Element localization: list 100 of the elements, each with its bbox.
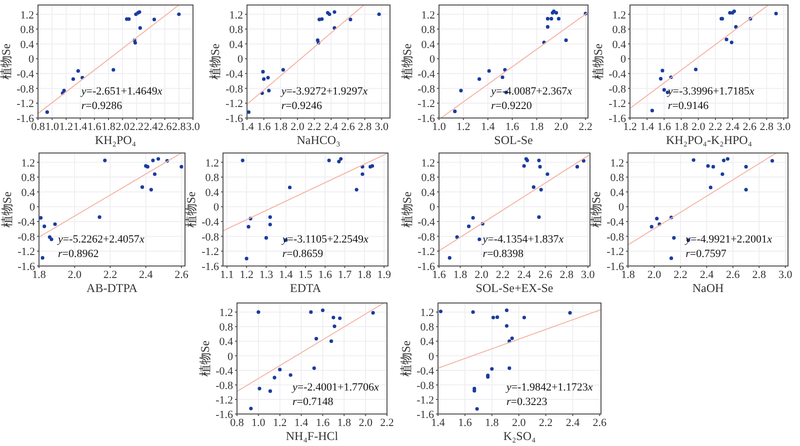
- annotation: y=-4.0087+2.367x: [490, 85, 572, 98]
- y-axis-title: 植物Se: [198, 340, 212, 376]
- y-tick-label: 0.4: [219, 336, 234, 348]
- y-tick-label: -0.8: [608, 83, 626, 96]
- y-tick-label: 0: [238, 54, 244, 66]
- y-tick-label: -0.4: [202, 216, 220, 229]
- y-axis-title: 植物Se: [589, 192, 603, 228]
- y-tick-label: 0.8: [612, 24, 626, 36]
- x-tick-label: 1.8: [102, 121, 116, 133]
- x-tick-label: 2.0: [512, 417, 526, 429]
- y-tick-label: 0.8: [420, 322, 434, 334]
- x-tick-label: 2.6: [158, 121, 172, 133]
- annotation: y=-5.2262+2.4057x: [56, 233, 144, 246]
- x-tick-label: 1.4: [73, 121, 88, 133]
- x-tick-label: 2.2: [130, 121, 144, 133]
- y-tick-label: 0.8: [421, 172, 436, 184]
- x-tick-label: 1.6: [318, 269, 333, 281]
- x-tick-label: 2.4: [726, 121, 740, 133]
- y-tick-label: -1.2: [226, 98, 243, 110]
- annotation: r=0.8962: [58, 248, 99, 260]
- x-tick-label: 3.0: [186, 121, 200, 133]
- x-tick-label: 1.2: [240, 269, 254, 281]
- y-axis-title: 植物Se: [184, 192, 198, 228]
- x-tick-label: 2.0: [691, 121, 706, 133]
- y-tick-label: 0: [430, 202, 436, 214]
- x-tick-label: 1.5: [298, 269, 313, 281]
- x-tick-label: 2.8: [760, 121, 774, 133]
- y-tick-label: 0: [428, 350, 434, 363]
- x-tick-label: 2.8: [752, 269, 767, 281]
- annotation: r=0.9220: [491, 100, 532, 112]
- y-tick-label: 1.2: [421, 9, 435, 22]
- y-tick-label: -0.8: [216, 380, 234, 392]
- x-tick-label: 1.2: [456, 121, 470, 133]
- x-tick-label: 2.4: [324, 121, 338, 133]
- x-tick-label: 1.0: [45, 121, 60, 133]
- y-tick-label: 0.8: [229, 24, 244, 36]
- y-tick-label: -0.8: [418, 83, 436, 96]
- x-axis-title: KH₂PO₄: [94, 133, 136, 147]
- y-tick-label: 1.2: [20, 9, 34, 22]
- y-axis-title: 植物Se: [400, 192, 414, 228]
- y-tick-label: 1.2: [610, 157, 624, 170]
- annotation: y=-2.4001+1.7706x: [292, 382, 379, 394]
- y-tick-label: -1.2: [16, 98, 34, 110]
- annotation: y=-3.9272+1.9297x: [280, 85, 368, 98]
- y-tick-label: -1.2: [216, 394, 233, 406]
- annotation: r=0.9146: [668, 100, 710, 112]
- y-tick-label: -1.2: [608, 98, 626, 110]
- y-tick-label: 0.4: [421, 38, 436, 51]
- y-tick-label: 0.8: [421, 24, 436, 36]
- y-tick-label: 0: [30, 202, 36, 214]
- x-axis-title: NaOH: [692, 281, 724, 295]
- y-tick-label: -0.4: [16, 68, 34, 81]
- x-tick-label: 1.2: [59, 121, 74, 133]
- x-tick-label: 2.2: [538, 417, 553, 429]
- x-tick-label: 2.4: [144, 121, 158, 133]
- y-tick-label: 0.8: [205, 172, 220, 184]
- annotation: r=0.8659: [282, 248, 324, 260]
- y-tick-label: -0.4: [418, 216, 436, 229]
- x-tick-label: 2.6: [341, 121, 356, 133]
- y-tick-label: 0.8: [21, 172, 36, 184]
- x-tick-label: 2.8: [560, 269, 574, 281]
- y-tick-label: 1.2: [421, 157, 435, 170]
- x-tick-label: 1.6: [458, 417, 472, 429]
- y-tick-label: 0: [28, 54, 34, 66]
- x-tick-label: 1.8: [485, 417, 500, 429]
- x-tick-label: 1.4: [278, 269, 294, 281]
- y-tick-label: -1.2: [418, 246, 435, 258]
- x-tick-label: 1.4: [294, 417, 309, 429]
- y-tick-label: 1.2: [219, 307, 233, 320]
- y-tick-label: -1.6: [202, 261, 220, 273]
- y-tick-label: -0.4: [18, 216, 36, 229]
- annotation: y=-1.9842+1.1723x: [505, 382, 593, 394]
- x-tick-label: 1.8: [530, 121, 544, 133]
- x-tick-label: 3.0: [778, 269, 793, 281]
- x-axis-title: AB-DTPA: [86, 281, 138, 295]
- y-tick-label: 0.4: [205, 186, 220, 199]
- x-tick-label: 1.4: [640, 121, 654, 133]
- x-tick-label: 2.6: [538, 269, 553, 281]
- y-tick-label: 0.4: [610, 186, 624, 199]
- x-tick-label: 2.0: [68, 269, 82, 281]
- y-tick-label: 0: [618, 202, 624, 214]
- y-tick-label: 0.4: [421, 186, 436, 199]
- annotation: r=0.7148: [292, 396, 334, 408]
- y-tick-label: -0.8: [202, 231, 220, 244]
- y-tick-label: 0.4: [229, 38, 244, 51]
- y-tick-label: -1.2: [416, 394, 434, 406]
- x-tick-label: 1.8: [274, 121, 288, 133]
- y-axis-title: 植物Se: [400, 44, 414, 80]
- x-tick-label: 1.3: [259, 269, 274, 281]
- x-tick-label: 1.4: [480, 121, 496, 133]
- x-tick-label: 2.0: [116, 121, 130, 133]
- y-tick-label: 0.4: [612, 38, 626, 51]
- x-tick-label: 1.6: [432, 269, 446, 281]
- x-tick-label: 1.8: [453, 269, 468, 281]
- x-tick-label: 2.8: [172, 121, 186, 133]
- x-tick-label: 2.0: [290, 121, 305, 133]
- y-tick-label: -1.2: [606, 246, 624, 258]
- x-axis-title: SOL-Se+EX-Se: [476, 281, 554, 295]
- x-axis-title: EDTA: [290, 281, 322, 295]
- x-tick-label: 1.6: [316, 417, 330, 429]
